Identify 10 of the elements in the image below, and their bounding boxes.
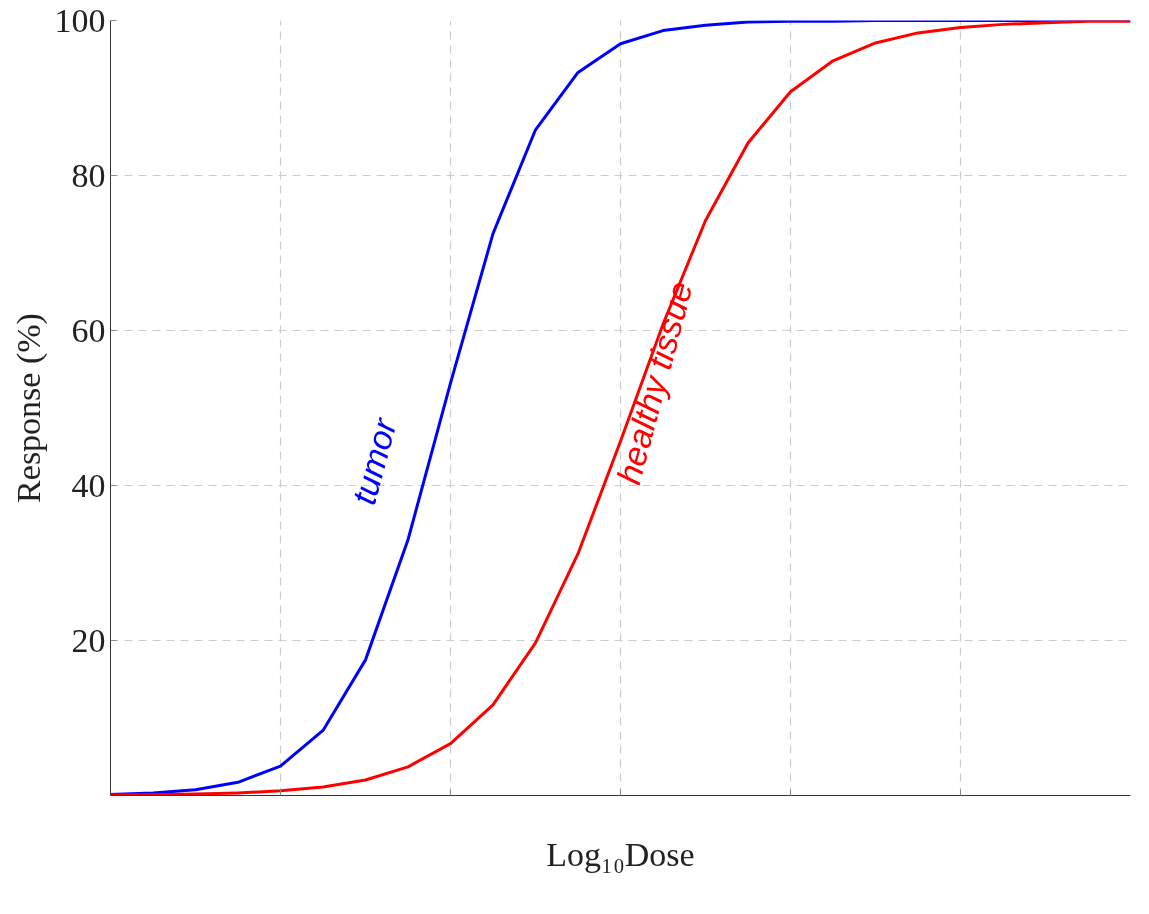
y-tick-label: 20 (71, 621, 106, 659)
y-tick-label: 40 (71, 466, 106, 504)
text: tumor (344, 412, 405, 509)
x-axis-title: Log₁₀Dose (546, 835, 695, 873)
text: healthy tissue (609, 277, 700, 489)
y-axis-title: Response (%) (9, 313, 48, 503)
y-tick-label: 80 (71, 156, 106, 194)
y-tick-label: 60 (71, 311, 106, 349)
y-tick-label: 100 (54, 1, 106, 39)
line-series (110, 20, 1131, 796)
